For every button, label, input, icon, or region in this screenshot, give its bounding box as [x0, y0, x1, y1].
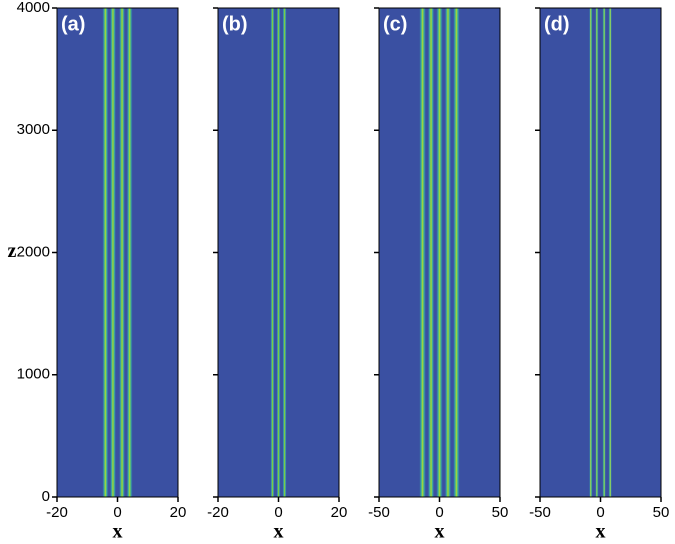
stripe	[118, 8, 126, 497]
y-tick-label: 2000	[17, 243, 50, 260]
x-tick-label: 20	[331, 504, 348, 521]
y-axis-label: z	[8, 240, 17, 262]
stripe	[608, 8, 612, 497]
x-tick-label: -50	[529, 504, 551, 521]
y-tick-label: 3000	[17, 121, 50, 138]
x-axis-label: x	[435, 521, 445, 543]
y-tick-label: 4000	[17, 0, 50, 16]
heatmap-background	[540, 8, 661, 497]
stripe	[109, 8, 117, 497]
panel-label: (b)	[222, 13, 248, 35]
x-tick-label: 0	[113, 504, 121, 521]
x-tick-label: -50	[368, 504, 390, 521]
x-tick-label: 50	[492, 504, 509, 521]
x-tick-label: 0	[596, 504, 604, 521]
stripe	[452, 8, 461, 497]
x-tick-label: -20	[207, 504, 229, 521]
stripe	[435, 8, 444, 497]
stripe	[595, 8, 599, 497]
stripe	[418, 8, 427, 497]
panel-label: (d)	[544, 13, 570, 35]
x-tick-label: 20	[170, 504, 187, 521]
stripe	[602, 8, 606, 497]
y-tick-label: 0	[42, 488, 50, 505]
heatmap-background	[57, 8, 178, 497]
x-axis-label: x	[274, 521, 284, 543]
stripe	[276, 8, 281, 497]
y-tick-label: 1000	[17, 366, 50, 383]
x-tick-label: -20	[46, 504, 68, 521]
stripe	[270, 8, 275, 497]
stripe	[126, 8, 133, 497]
stripe	[444, 8, 452, 497]
stripe	[427, 8, 435, 497]
panel-label: (c)	[383, 13, 407, 35]
x-axis-label: x	[113, 521, 123, 543]
x-axis-label: x	[596, 521, 606, 543]
stripe	[282, 8, 287, 497]
x-tick-label: 0	[435, 504, 443, 521]
stripe	[589, 8, 593, 497]
stripe	[102, 8, 109, 497]
x-tick-label: 0	[274, 504, 282, 521]
x-tick-label: 50	[653, 504, 670, 521]
panel-label: (a)	[61, 13, 85, 35]
